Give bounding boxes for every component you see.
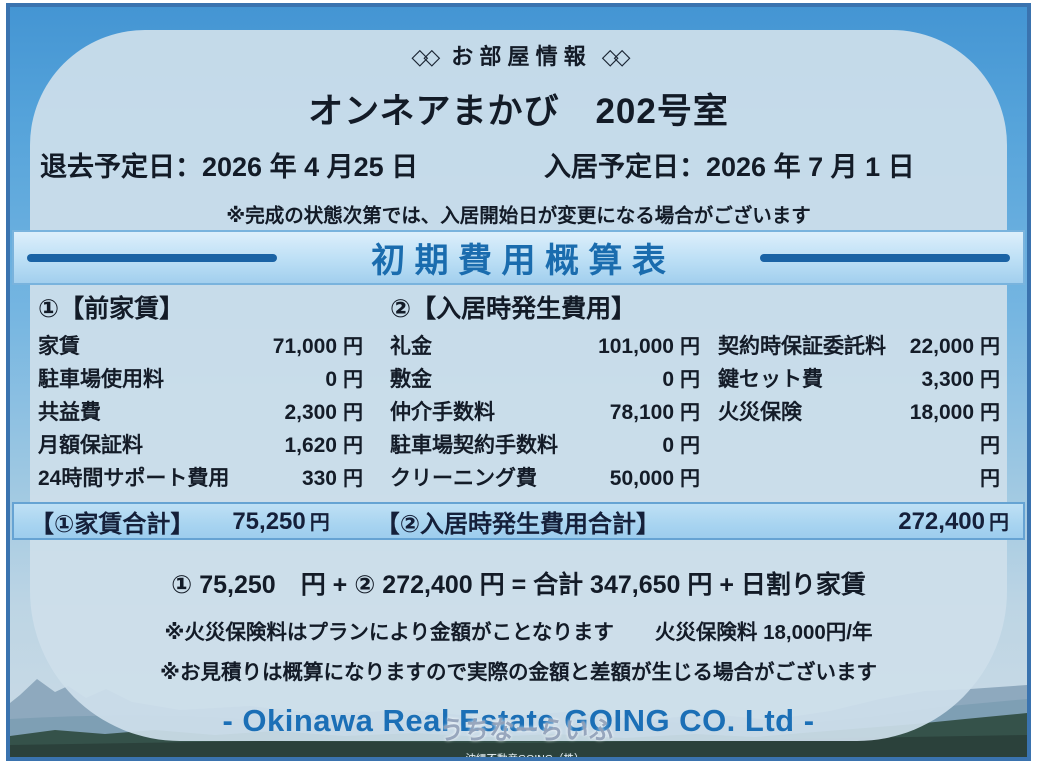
row-label: 仲介手数料 <box>390 401 495 424</box>
rent-total-label: 【①家賃合計】 <box>30 510 195 538</box>
watermark-company: 沖縄不動産GOING（株） <box>465 753 585 761</box>
row-unit: 円 <box>343 369 363 391</box>
fire-insurance-note: ※火災保険料はプランにより金額がことなります 火災保険料 18,000円/年 <box>164 621 873 644</box>
row-value: 0 <box>662 434 674 457</box>
grand-total-line: ① 75,250 円 + ② 272,400 円 = 合計 347,650 円 … <box>171 571 866 599</box>
fee-column: ②【入居時発生費用】 礼金 101,000 円 敷金 0 円 仲介手数料 78,100 円 … <box>390 292 700 495</box>
row-value: 50,000 <box>609 467 674 490</box>
row-unit: 円 <box>680 435 700 457</box>
row-label: 礼金 <box>390 335 432 358</box>
row-value: 330 <box>301 467 337 490</box>
table-row: 鍵セット費 3,300 円 <box>718 363 1000 396</box>
table-row: 24時間サポート費用 330 円 <box>38 462 363 495</box>
moveout-date: 退去予定日：2026 年 4 月25 日 <box>40 152 419 182</box>
row-value: 101,000 <box>598 335 674 358</box>
row-unit: 円 <box>980 435 1000 457</box>
table-row: クリーニング費 50,000 円 <box>390 462 700 495</box>
row-unit: 円 <box>343 336 363 358</box>
row-unit: 円 <box>343 435 363 457</box>
row-label: 火災保険 <box>718 401 802 424</box>
table-row: 円 <box>718 429 1000 462</box>
watermark-logo: うちなーらいふ <box>437 716 617 746</box>
rent-total-value: 75,250 円 <box>232 508 330 535</box>
row-label: クリーニング費 <box>390 467 537 490</box>
row-unit: 円 <box>980 336 1000 358</box>
row-unit: 円 <box>680 336 700 358</box>
diamond-decor-left: ◇◇ <box>411 44 440 69</box>
banner-line-right <box>760 253 1010 262</box>
rent-column-header: ①【前家賃】 <box>38 295 185 323</box>
row-unit: 円 <box>343 402 363 424</box>
row-label: 月額保証料 <box>38 434 143 457</box>
fee-total-label: 【②入居時発生費用合計】 <box>375 510 661 538</box>
table-row: 仲介手数料 78,100 円 <box>390 396 700 429</box>
row-label: 共益費 <box>38 401 101 424</box>
row-value: 3,300 <box>921 368 974 391</box>
row-unit: 円 <box>980 402 1000 424</box>
fee-column-header: ②【入居時発生費用】 <box>390 295 637 323</box>
rent-column: ①【前家賃】 家賃 71,000 円 駐車場使用料 0 円 共益費 2,300 円 月額保証… <box>38 292 363 495</box>
row-label: 24時間サポート費用 <box>38 467 230 490</box>
room-info-header: ◇◇ お 部 屋 情 報 ◇◇ <box>10 39 1027 71</box>
table-row: 敷金 0 円 <box>390 363 700 396</box>
table-row: 円 <box>718 462 1000 495</box>
banner-line-left <box>27 253 277 262</box>
totals-bar: 【①家賃合計】 75,250 円 【②入居時発生費用合計】 272,400 円 <box>12 502 1025 540</box>
row-label: 契約時保証委託料 <box>718 335 886 358</box>
row-unit: 円 <box>680 369 700 391</box>
row-unit: 円 <box>343 468 363 490</box>
watermark: うちなーらいふ 沖縄不動産GOING（株） <box>438 710 617 761</box>
table-row: 駐車場契約手数料 0 円 <box>390 429 700 462</box>
row-value: 22,000 <box>909 335 974 358</box>
photo-background: ◇◇ お 部 屋 情 報 ◇◇ オンネアまかび 202号室 退去予定日：2026 年… <box>6 3 1031 761</box>
table-row: 家賃 71,000 円 <box>38 330 363 363</box>
diamond-decor-right: ◇◇ <box>601 44 631 69</box>
date-change-note: ※完成の状態次第では、入居開始日が変更になる場合がございます <box>226 205 811 227</box>
fee-total-value: 272,400 円 <box>898 508 1009 535</box>
row-unit: 円 <box>680 402 700 424</box>
row-value: 0 <box>325 368 337 391</box>
row-value: 71,000 <box>272 335 337 358</box>
row-value: 0 <box>662 368 674 391</box>
row-label: 敷金 <box>390 368 432 391</box>
rent-total-unit: 円 <box>309 512 330 534</box>
row-label: 駐車場使用料 <box>38 368 164 391</box>
table-row: 駐車場使用料 0 円 <box>38 363 363 396</box>
banner-title: 初 期 費 用 概 算 表 <box>371 242 666 280</box>
extra-fee-column: 契約時保証委託料 22,000 円 鍵セット費 3,300 円 火災保険 18,000 円 … <box>718 292 1000 495</box>
company-footer: - Okinawa Real Estate GOING CO. Ltd - <box>222 703 815 738</box>
table-row: 火災保険 18,000 円 <box>718 396 1000 429</box>
table-row: 契約時保証委託料 22,000 円 <box>718 330 1000 363</box>
room-info-label: お 部 屋 情 報 <box>451 44 586 69</box>
table-row: 月額保証料 1,620 円 <box>38 429 363 462</box>
row-label: 鍵セット費 <box>718 368 823 391</box>
row-value: 18,000 <box>909 401 974 424</box>
table-row: 礼金 101,000 円 <box>390 330 700 363</box>
cost-banner: 初 期 費 用 概 算 表 <box>12 230 1025 285</box>
main-panel <box>30 30 1007 741</box>
row-value: 1,620 <box>284 434 337 457</box>
row-unit: 円 <box>980 369 1000 391</box>
row-label: 駐車場契約手数料 <box>390 434 558 457</box>
table-row: 共益費 2,300 円 <box>38 396 363 429</box>
estimate-note: ※お見積りは概算になりますので実際の金額と差額が生じる場合がございます <box>160 661 877 684</box>
property-title: オンネアまかび 202号室 <box>308 92 729 131</box>
row-unit: 円 <box>680 468 700 490</box>
fee-total-unit: 円 <box>989 512 1009 534</box>
row-value: 78,100 <box>609 401 674 424</box>
movein-date: 入居予定日：2026 年 7 月 1 日 <box>544 152 915 182</box>
row-label: 家賃 <box>38 335 80 358</box>
row-unit: 円 <box>980 468 1000 490</box>
row-value: 2,300 <box>284 401 337 424</box>
extra-fee-column-header <box>718 292 1000 330</box>
